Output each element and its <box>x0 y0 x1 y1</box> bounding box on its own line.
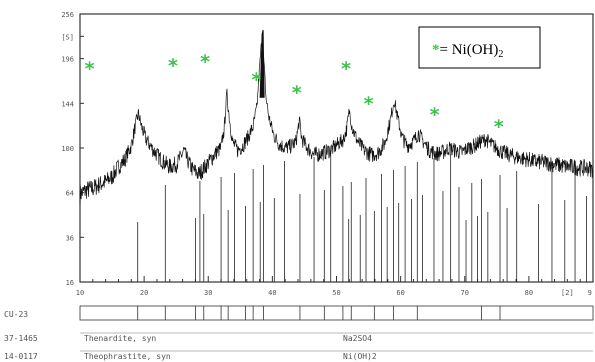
legend-marker: * <box>432 42 440 58</box>
x-tick-label: 30 <box>204 289 212 297</box>
x-tick-label: 20 <box>140 289 148 297</box>
y-tick-label: 64 <box>66 190 74 198</box>
xrd-main-peak <box>259 29 265 98</box>
ref-card-1-formula: Na2SO4 <box>343 334 372 343</box>
legend-box <box>418 26 541 69</box>
ref-card-2-code: 14-0117 <box>4 352 38 361</box>
ref-card-1-name: Thenardite, syn <box>84 334 156 343</box>
x-tick-label: [2] <box>561 289 574 297</box>
ni-oh2-markers: * * * * * * * * * <box>85 51 504 138</box>
legend-text: = Ni(OH) <box>440 42 499 58</box>
x-axis-ticks: 10 20 30 40 50 60 70 80 [2] 9 <box>76 276 594 297</box>
ni-oh2-star-marker: * <box>85 58 95 80</box>
legend-subscript: 2 <box>498 49 503 60</box>
ni-oh2-star-marker: * <box>251 69 261 91</box>
x-tick-label: 60 <box>396 289 404 297</box>
x-tick-label: 40 <box>268 289 276 297</box>
ref-card-2-name: Theophrastite, syn <box>84 352 171 361</box>
y-tick-label: 144 <box>61 100 74 108</box>
ref-card-1-code: 37-1465 <box>4 334 38 343</box>
ni-oh2-star-marker: * <box>292 82 302 104</box>
y-tick-label: 36 <box>66 234 74 242</box>
y-tick-label: 16 <box>66 279 74 287</box>
x-tick-label: 10 <box>76 289 84 297</box>
ni-oh2-star-marker: * <box>494 116 504 138</box>
x-tick-label: 70 <box>461 289 469 297</box>
y-tick-label: 256 <box>61 11 74 19</box>
sample-strip-marks <box>137 306 501 320</box>
ni-oh2-star-marker: * <box>430 104 440 126</box>
xrd-trace <box>79 29 594 205</box>
y-tick-label: 196 <box>61 56 74 64</box>
ni-oh2-star-marker: * <box>341 58 351 80</box>
legend: *= Ni(OH)2 <box>418 26 541 69</box>
x-tick-label: 9 <box>588 289 592 297</box>
y-tick-label: [S] <box>61 33 74 41</box>
y-axis-ticks: 16 36 64 100 144 196 [S] 256 <box>61 11 84 287</box>
x-tick-label: 50 <box>332 289 340 297</box>
x-tick-label: 80 <box>525 289 533 297</box>
ref-card-2-formula: Ni(OH)2 <box>343 352 377 361</box>
ni-oh2-star-marker: * <box>168 55 178 77</box>
reference-lines <box>137 153 587 282</box>
xrd-trace-line <box>79 40 594 205</box>
ni-oh2-star-marker: * <box>200 51 210 73</box>
y-tick-label: 100 <box>61 145 74 153</box>
ni-oh2-star-marker: * <box>364 93 374 115</box>
sample-strip-box <box>79 305 594 321</box>
svg-text:*= Ni(OH)2: *= Ni(OH)2 <box>432 42 503 60</box>
sample-strip-label: CU-23 <box>4 310 28 319</box>
